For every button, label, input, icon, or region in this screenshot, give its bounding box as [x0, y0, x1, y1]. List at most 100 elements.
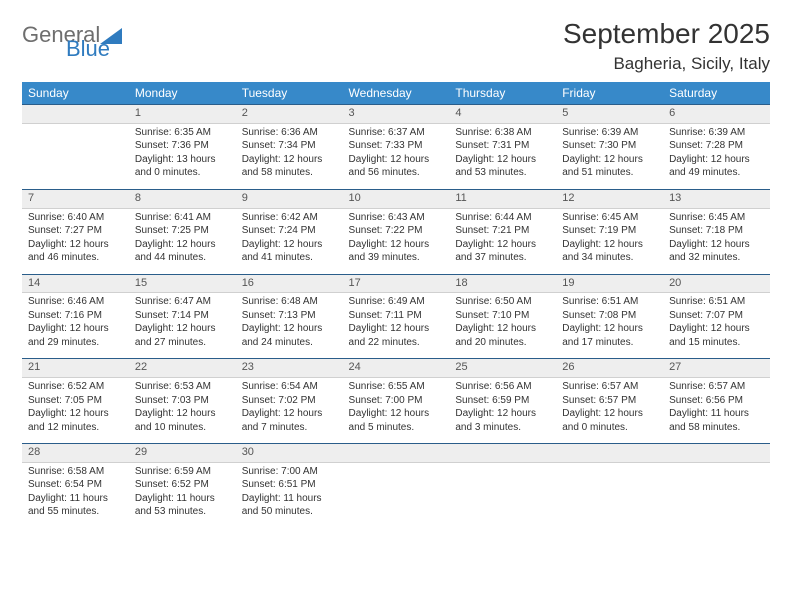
daylight-line1: Daylight: 12 hours — [562, 239, 657, 252]
weekday-header: Sunday — [22, 82, 129, 105]
weekday-header-row: SundayMondayTuesdayWednesdayThursdayFrid… — [22, 82, 770, 105]
sunset-text: Sunset: 7:34 PM — [242, 140, 337, 153]
day-number-cell: 3 — [343, 105, 450, 124]
daylight-line1: Daylight: 12 hours — [135, 408, 230, 421]
sunrise-text: Sunrise: 6:35 AM — [135, 127, 230, 140]
day-info-cell: Sunrise: 6:49 AMSunset: 7:11 PMDaylight:… — [343, 293, 450, 359]
day-info-row: Sunrise: 6:58 AMSunset: 6:54 PMDaylight:… — [22, 462, 770, 528]
daylight-line1: Daylight: 12 hours — [562, 323, 657, 336]
daylight-line2: and 7 minutes. — [242, 422, 337, 435]
day-info-cell — [449, 462, 556, 528]
daylight-line2: and 3 minutes. — [455, 422, 550, 435]
sunset-text: Sunset: 7:11 PM — [349, 310, 444, 323]
day-info-cell: Sunrise: 6:51 AMSunset: 7:07 PMDaylight:… — [663, 293, 770, 359]
daylight-line2: and 58 minutes. — [242, 167, 337, 180]
sunset-text: Sunset: 7:14 PM — [135, 310, 230, 323]
day-info-cell: Sunrise: 6:42 AMSunset: 7:24 PMDaylight:… — [236, 208, 343, 274]
day-info-cell: Sunrise: 6:37 AMSunset: 7:33 PMDaylight:… — [343, 123, 450, 189]
daylight-line2: and 58 minutes. — [669, 422, 764, 435]
weekday-header: Friday — [556, 82, 663, 105]
day-number-row: 14151617181920 — [22, 274, 770, 293]
daylight-line1: Daylight: 12 hours — [562, 408, 657, 421]
sunrise-text: Sunrise: 6:57 AM — [669, 381, 764, 394]
daylight-line2: and 53 minutes. — [135, 506, 230, 519]
day-info-cell — [22, 123, 129, 189]
weekday-header: Thursday — [449, 82, 556, 105]
daylight-line1: Daylight: 12 hours — [669, 239, 764, 252]
sunset-text: Sunset: 7:21 PM — [455, 225, 550, 238]
day-info-cell: Sunrise: 6:50 AMSunset: 7:10 PMDaylight:… — [449, 293, 556, 359]
daylight-line2: and 29 minutes. — [28, 337, 123, 350]
sunset-text: Sunset: 7:31 PM — [455, 140, 550, 153]
daylight-line1: Daylight: 12 hours — [455, 408, 550, 421]
month-title: September 2025 — [563, 18, 770, 50]
day-number-cell: 15 — [129, 274, 236, 293]
sunrise-text: Sunrise: 6:37 AM — [349, 127, 444, 140]
daylight-line2: and 34 minutes. — [562, 252, 657, 265]
sunrise-text: Sunrise: 6:45 AM — [669, 212, 764, 225]
sunset-text: Sunset: 7:13 PM — [242, 310, 337, 323]
daylight-line2: and 37 minutes. — [455, 252, 550, 265]
daylight-line1: Daylight: 12 hours — [242, 154, 337, 167]
sunrise-text: Sunrise: 6:36 AM — [242, 127, 337, 140]
day-info-cell: Sunrise: 6:39 AMSunset: 7:28 PMDaylight:… — [663, 123, 770, 189]
sunrise-text: Sunrise: 6:57 AM — [562, 381, 657, 394]
daylight-line1: Daylight: 12 hours — [242, 323, 337, 336]
day-number-cell: 30 — [236, 444, 343, 463]
daylight-line2: and 32 minutes. — [669, 252, 764, 265]
daylight-line1: Daylight: 12 hours — [455, 154, 550, 167]
daylight-line1: Daylight: 12 hours — [349, 323, 444, 336]
location-subtitle: Bagheria, Sicily, Italy — [563, 54, 770, 74]
weekday-header: Saturday — [663, 82, 770, 105]
sunset-text: Sunset: 7:03 PM — [135, 395, 230, 408]
daylight-line1: Daylight: 11 hours — [135, 493, 230, 506]
day-number-cell: 11 — [449, 189, 556, 208]
day-info-row: Sunrise: 6:40 AMSunset: 7:27 PM Daylight:… — [22, 208, 770, 274]
day-number-cell: 23 — [236, 359, 343, 378]
day-number-cell: 5 — [556, 105, 663, 124]
day-number-cell: 14 — [22, 274, 129, 293]
day-info-cell: Sunrise: 6:57 AMSunset: 6:57 PMDaylight:… — [556, 378, 663, 444]
sunset-text: Sunset: 7:27 PM — [28, 225, 123, 238]
sunrise-text: Sunrise: 6:39 AM — [562, 127, 657, 140]
sunset-text: Sunset: 7:10 PM — [455, 310, 550, 323]
day-info-cell: Sunrise: 6:59 AMSunset: 6:52 PMDaylight:… — [129, 462, 236, 528]
daylight-line1: Daylight: 11 hours — [28, 493, 123, 506]
sunrise-text: Sunrise: 6:54 AM — [242, 381, 337, 394]
daylight-line1: Daylight: 12 hours — [349, 408, 444, 421]
day-number-cell: 17 — [343, 274, 450, 293]
day-number-cell: 8 — [129, 189, 236, 208]
sunrise-text: Sunrise: 6:47 AM — [135, 296, 230, 309]
day-number-cell: 26 — [556, 359, 663, 378]
header: General Blue September 2025 Bagheria, Si… — [22, 18, 770, 74]
sunrise-text: Sunrise: 6:55 AM — [349, 381, 444, 394]
daylight-line2: and 49 minutes. — [669, 167, 764, 180]
sunset-text: Sunset: 7:18 PM — [669, 225, 764, 238]
sunrise-text: Sunrise: 6:59 AM — [135, 466, 230, 479]
day-number-cell — [22, 105, 129, 124]
sunset-text: Sunset: 7:00 PM — [349, 395, 444, 408]
day-info-cell: Sunrise: 6:54 AMSunset: 7:02 PMDaylight:… — [236, 378, 343, 444]
sunrise-text: Sunrise: 6:40 AM — [28, 212, 123, 225]
day-number-cell: 4 — [449, 105, 556, 124]
daylight-line2: and 22 minutes. — [349, 337, 444, 350]
sunset-text: Sunset: 7:28 PM — [669, 140, 764, 153]
daylight-line2: and 56 minutes. — [349, 167, 444, 180]
day-number-cell: 28 — [22, 444, 129, 463]
daylight-line2: and 10 minutes. — [135, 422, 230, 435]
weekday-header: Wednesday — [343, 82, 450, 105]
sunset-text: Sunset: 7:25 PM — [135, 225, 230, 238]
daylight-line1: Daylight: 12 hours — [242, 239, 337, 252]
sunset-text: Sunset: 7:08 PM — [562, 310, 657, 323]
day-info-cell: Sunrise: 6:44 AMSunset: 7:21 PMDaylight:… — [449, 208, 556, 274]
day-number-cell: 12 — [556, 189, 663, 208]
day-number-cell: 1 — [129, 105, 236, 124]
daylight-line2: and 24 minutes. — [242, 337, 337, 350]
day-number-cell — [343, 444, 450, 463]
daylight-line1: Daylight: 12 hours — [135, 239, 230, 252]
day-info-row: Sunrise: 6:35 AMSunset: 7:36 PMDaylight:… — [22, 123, 770, 189]
day-info-cell: Sunrise: 6:45 AMSunset: 7:18 PMDaylight:… — [663, 208, 770, 274]
daylight-line2: and 27 minutes. — [135, 337, 230, 350]
sunset-text: Sunset: 6:52 PM — [135, 479, 230, 492]
sunrise-text: Sunrise: 6:41 AM — [135, 212, 230, 225]
